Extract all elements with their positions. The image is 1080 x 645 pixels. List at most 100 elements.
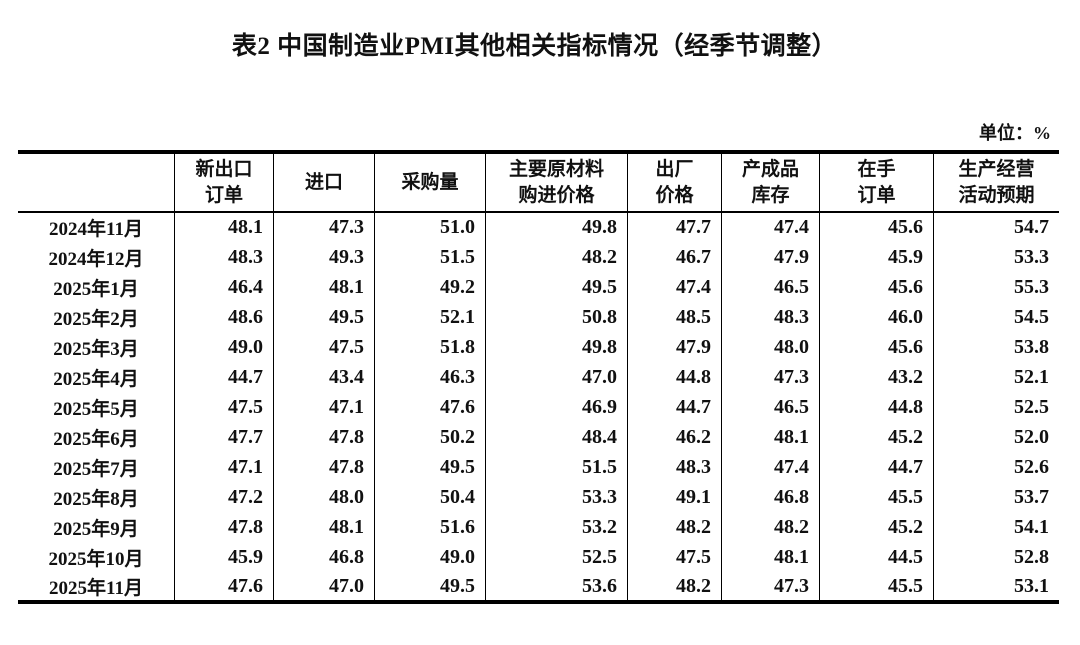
month-cell: 2025年10月 — [48, 548, 144, 570]
value-cell: 53.8 — [933, 332, 1059, 362]
month-cell: 2025年1月 — [53, 278, 139, 300]
value-cell: 47.9 — [721, 242, 820, 272]
column-header-cell: 新出口 订单 — [174, 152, 274, 213]
value-cell: 54.1 — [933, 512, 1059, 542]
table-row: 2025年11月 47.6 47.0 49.5 53.6 48.2 47.3 45.5 53.1 — [18, 572, 1059, 602]
corner-header-cell — [18, 152, 175, 213]
value-cell: 51.5 — [374, 242, 486, 272]
value-cell: 44.8 — [819, 392, 934, 422]
table-row: 2024年11月 48.1 47.3 51.0 49.8 47.7 47.4 45.6 54.7 — [18, 212, 1059, 242]
value-cell: 54.5 — [933, 302, 1059, 332]
value-cell: 52.1 — [933, 362, 1059, 392]
value-cell: 46.9 — [485, 392, 628, 422]
value-cell: 43.2 — [819, 362, 934, 392]
value-cell: 52.8 — [933, 542, 1059, 572]
value-cell: 49.8 — [485, 212, 628, 242]
table-title: 表2 中国制造业PMI其他相关指标情况（经季节调整） — [231, 33, 838, 60]
value-cell: 45.5 — [819, 482, 934, 512]
value-cell: 48.3 — [627, 452, 722, 482]
value-cell: 52.6 — [933, 452, 1059, 482]
value-cell: 47.5 — [174, 392, 274, 422]
table-header: 新出口 订单 进口 采购量 主要原材料 购进价格 出厂 价格 产成品 库存 在手 订单 生产经… — [18, 152, 1059, 213]
value-cell: 48.5 — [627, 302, 722, 332]
value-cell: 44.5 — [819, 542, 934, 572]
value-cell: 48.0 — [273, 482, 375, 512]
table-row: 2025年9月 47.8 48.1 51.6 53.2 48.2 48.2 45.2 54.1 — [18, 512, 1059, 542]
value-cell: 51.6 — [374, 512, 486, 542]
value-cell: 53.6 — [485, 572, 628, 602]
value-cell: 49.1 — [627, 482, 722, 512]
column-header-cell: 在手 订单 — [819, 152, 934, 213]
value-cell: 48.2 — [627, 572, 722, 602]
value-cell: 52.5 — [485, 542, 628, 572]
value-cell: 49.5 — [273, 302, 375, 332]
value-cell: 53.3 — [485, 482, 628, 512]
value-cell: 45.9 — [174, 542, 274, 572]
value-cell: 52.1 — [374, 302, 486, 332]
value-cell: 48.3 — [174, 242, 274, 272]
value-cell: 47.8 — [174, 512, 274, 542]
table-body: 2024年11月 48.1 47.3 51.0 49.8 47.7 47.4 45.6 54.7… — [18, 212, 1059, 602]
table-row: 2025年4月 44.7 43.4 46.3 47.0 44.8 47.3 43.2 52.1 — [18, 362, 1059, 392]
month-cell: 2024年11月 — [49, 219, 143, 240]
table-row: 2025年3月 49.0 47.5 51.8 49.8 47.9 48.0 45.6 53.8 — [18, 332, 1059, 362]
value-cell: 47.3 — [721, 362, 820, 392]
value-cell: 51.5 — [485, 452, 628, 482]
value-cell: 48.2 — [485, 242, 628, 272]
value-cell: 47.6 — [174, 572, 274, 602]
value-cell: 53.1 — [933, 572, 1059, 602]
table-row: 2025年7月 47.1 47.8 49.5 51.5 48.3 47.4 44.7 52.6 — [18, 452, 1059, 482]
month-cell: 2025年2月 — [53, 308, 139, 330]
value-cell: 48.1 — [721, 542, 820, 572]
value-cell: 48.2 — [721, 512, 820, 542]
table-row: 2025年6月 47.7 47.8 50.2 48.4 46.2 48.1 45.2 52.0 — [18, 422, 1059, 452]
value-cell: 48.6 — [174, 302, 274, 332]
value-cell: 46.8 — [721, 482, 820, 512]
value-cell: 47.3 — [721, 572, 820, 602]
column-header-cell: 采购量 — [374, 152, 486, 213]
value-cell: 47.9 — [627, 332, 722, 362]
value-cell: 46.7 — [627, 242, 722, 272]
header-row: 新出口 订单 进口 采购量 主要原材料 购进价格 出厂 价格 产成品 库存 在手 订单 生产经… — [18, 152, 1059, 213]
value-cell: 50.2 — [374, 422, 486, 452]
month-cell: 2025年7月 — [53, 458, 139, 480]
value-cell: 47.2 — [174, 482, 274, 512]
value-cell: 43.4 — [273, 362, 375, 392]
value-cell: 45.5 — [819, 572, 934, 602]
value-cell: 47.4 — [627, 272, 722, 302]
value-cell: 47.4 — [721, 452, 820, 482]
value-cell: 48.2 — [627, 512, 722, 542]
value-cell: 47.7 — [627, 212, 722, 242]
value-cell: 46.8 — [273, 542, 375, 572]
value-cell: 53.3 — [933, 242, 1059, 272]
column-header-cell: 主要原材料 购进价格 — [485, 152, 628, 213]
value-cell: 51.0 — [374, 212, 486, 242]
value-cell: 45.6 — [819, 212, 934, 242]
value-cell: 52.5 — [933, 392, 1059, 422]
unit-label: 单位：% — [979, 123, 1051, 143]
value-cell: 47.8 — [273, 452, 375, 482]
value-cell: 48.1 — [273, 272, 375, 302]
value-cell: 48.0 — [721, 332, 820, 362]
value-cell: 46.5 — [721, 392, 820, 422]
value-cell: 47.0 — [485, 362, 628, 392]
value-cell: 50.8 — [485, 302, 628, 332]
value-cell: 47.7 — [174, 422, 274, 452]
value-cell: 44.7 — [819, 452, 934, 482]
value-cell: 47.1 — [273, 392, 375, 422]
value-cell: 45.6 — [819, 332, 934, 362]
value-cell: 55.3 — [933, 272, 1059, 302]
value-cell: 48.3 — [721, 302, 820, 332]
column-header-cell: 出厂 价格 — [627, 152, 722, 213]
pmi-indicators-table: 新出口 订单 进口 采购量 主要原材料 购进价格 出厂 价格 产成品 库存 在手 订单 生产经… — [18, 150, 1059, 604]
value-cell: 46.0 — [819, 302, 934, 332]
value-cell: 47.1 — [174, 452, 274, 482]
value-cell: 48.4 — [485, 422, 628, 452]
table-row: 2025年2月 48.6 49.5 52.1 50.8 48.5 48.3 46.0 54.5 — [18, 302, 1059, 332]
value-cell: 45.2 — [819, 512, 934, 542]
month-cell: 2025年3月 — [53, 338, 139, 360]
value-cell: 47.8 — [273, 422, 375, 452]
value-cell: 49.0 — [174, 332, 274, 362]
value-cell: 48.1 — [174, 212, 274, 242]
value-cell: 54.7 — [933, 212, 1059, 242]
